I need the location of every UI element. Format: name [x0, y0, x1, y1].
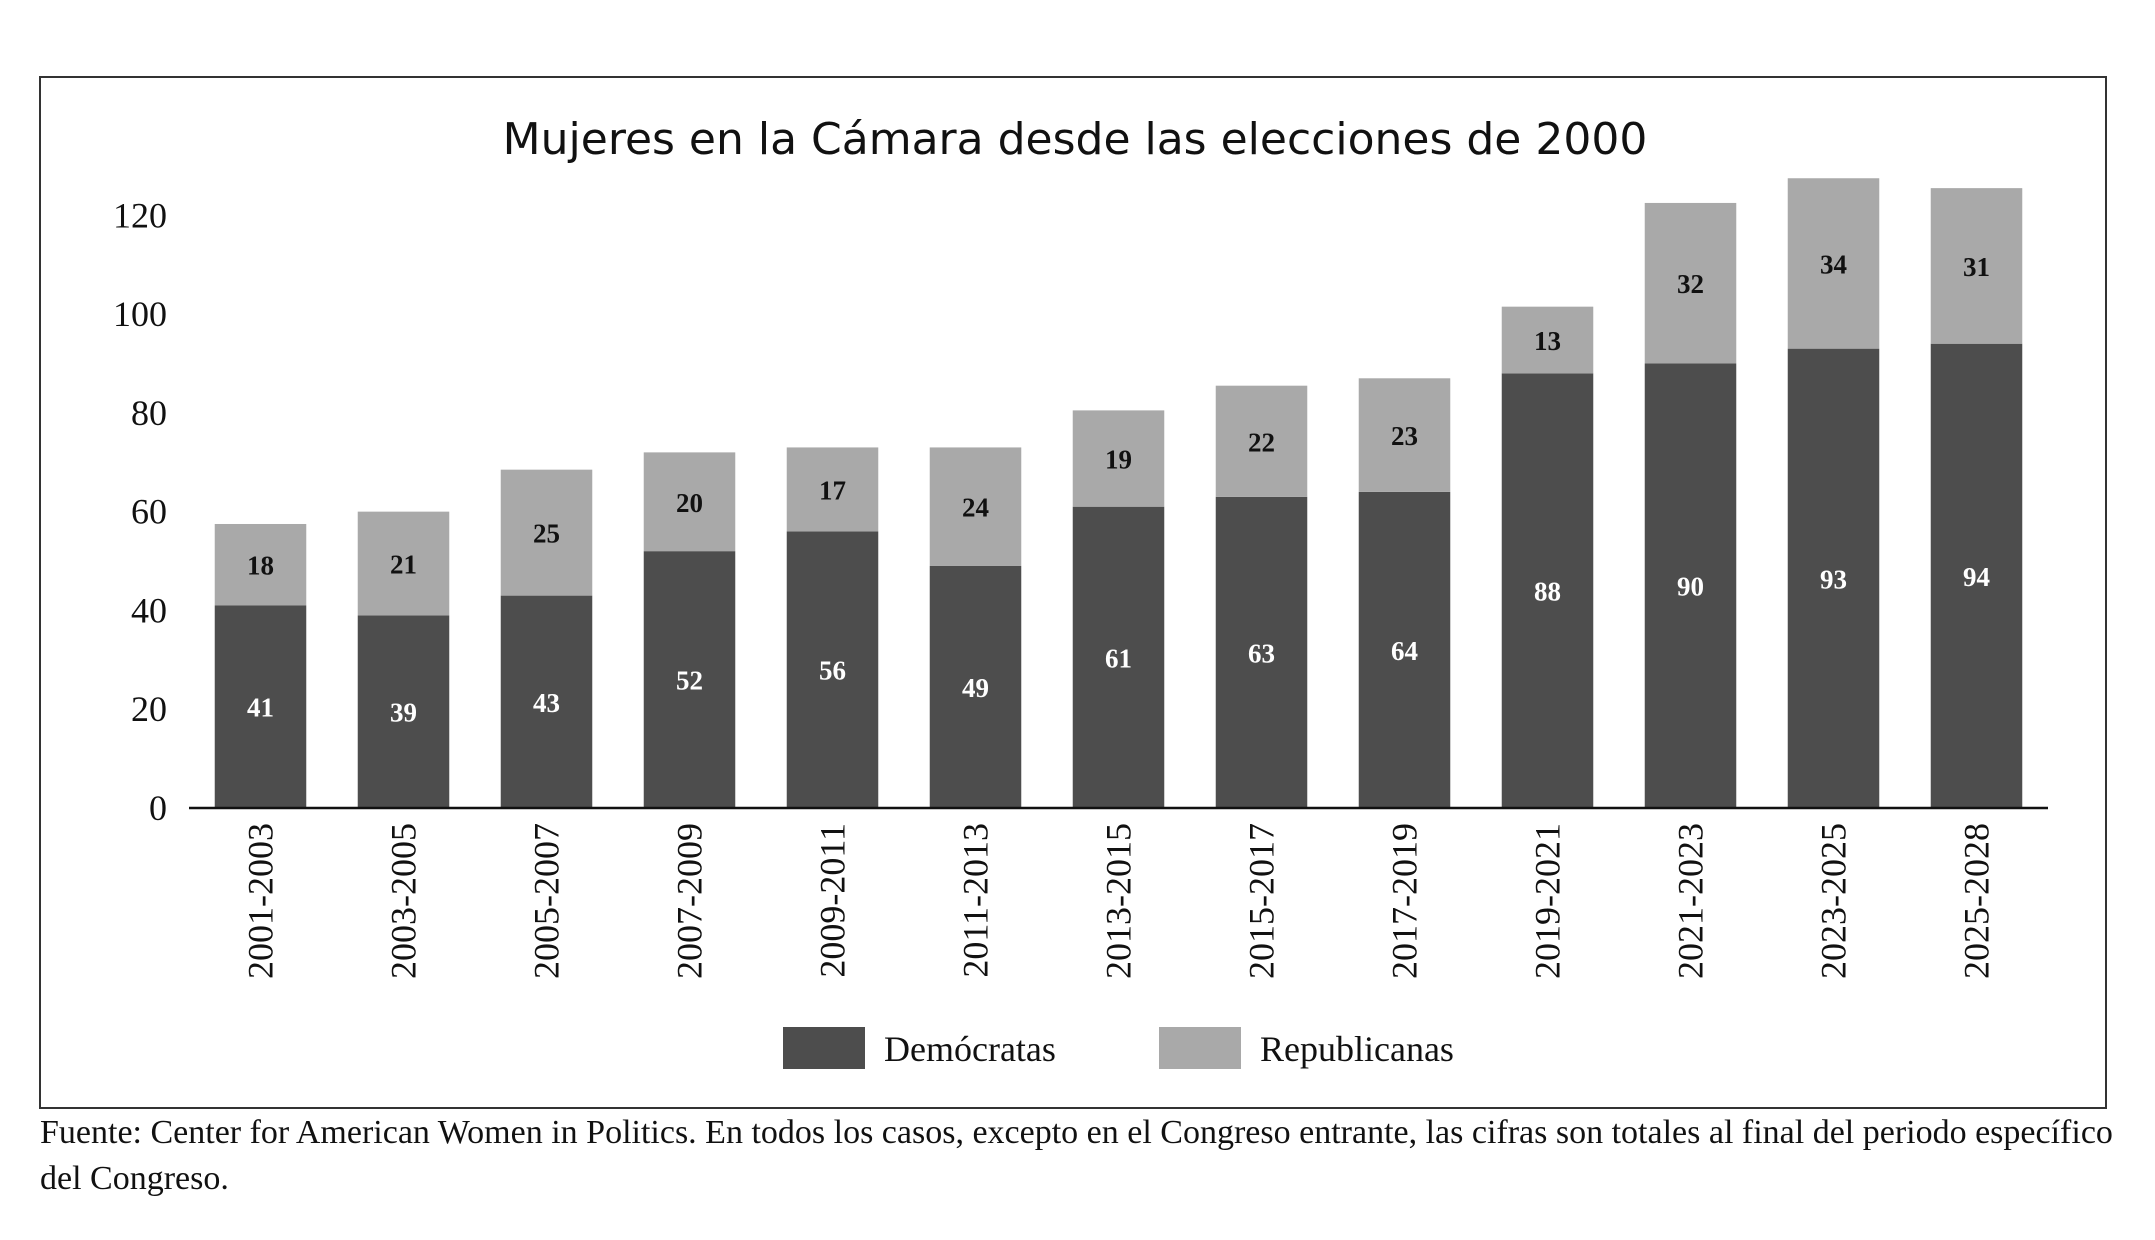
y-tick-label: 120: [113, 195, 167, 235]
bar-republicanas: [1072, 410, 1165, 507]
x-category-label: 2007-2009: [670, 823, 710, 979]
value-label-democratas: 61: [1105, 643, 1132, 673]
x-category-label: 2001-2003: [241, 823, 281, 979]
bar-democratas: [1787, 348, 1880, 808]
bar-republicanas: [1501, 306, 1594, 374]
bar-republicanas: [786, 447, 879, 532]
bar-democratas: [214, 605, 307, 808]
value-label-republicanas: 34: [1820, 249, 1847, 279]
value-label-democratas: 56: [819, 656, 846, 686]
y-tick-label: 80: [131, 393, 167, 433]
y-tick-label: 40: [131, 590, 167, 630]
bar-democratas: [357, 615, 450, 808]
value-label-democratas: 41: [247, 693, 274, 723]
bar-democratas: [1358, 491, 1451, 808]
source-note: Fuente: Center for American Women in Pol…: [40, 1114, 2113, 1197]
value-label-democratas: 63: [1248, 638, 1275, 668]
bar-republicanas: [643, 452, 736, 552]
bar-republicanas: [1787, 178, 1880, 349]
x-category-label: 2015-2017: [1242, 823, 1282, 979]
bar-republicanas: [214, 523, 307, 606]
value-label-republicanas: 22: [1248, 427, 1275, 457]
x-category-label: 2021-2023: [1671, 823, 1711, 979]
value-label-republicanas: 24: [962, 493, 989, 523]
x-category-label: 2009-2011: [813, 823, 853, 978]
y-axis-ticks: 0 20 40 60 80 100 120: [113, 195, 167, 828]
legend-label-republicanas: Republicanas: [1260, 1029, 1454, 1069]
value-label-democratas: 49: [962, 673, 989, 703]
x-category-label: 2023-2025: [1814, 823, 1854, 979]
bar-democratas: [1930, 343, 2023, 808]
value-label-republicanas: 31: [1963, 252, 1990, 282]
bar-democratas: [1072, 506, 1165, 808]
chart-title: Mujeres en la Cámara desde las eleccione…: [503, 114, 1648, 165]
bar-democratas: [500, 595, 593, 808]
value-label-republicanas: 19: [1105, 445, 1132, 475]
value-label-republicanas: 32: [1677, 269, 1704, 299]
value-label-democratas: 94: [1963, 562, 1990, 592]
y-tick-label: 60: [131, 492, 167, 532]
x-category-label: 2017-2019: [1385, 823, 1425, 979]
value-label-republicanas: 23: [1391, 421, 1418, 451]
bar-democratas: [1501, 373, 1594, 808]
y-tick-label: 20: [131, 689, 167, 729]
x-category-label: 2013-2015: [1099, 823, 1139, 979]
bar-republicanas: [1358, 378, 1451, 492]
value-label-democratas: 52: [676, 666, 703, 696]
legend-label-democratas: Demócratas: [884, 1029, 1056, 1069]
value-label-republicanas: 13: [1534, 326, 1561, 356]
bar-republicanas: [357, 511, 450, 616]
legend-swatch-republicanas: [1159, 1027, 1241, 1069]
bar-democratas: [786, 531, 879, 808]
value-label-republicanas: 21: [390, 550, 417, 580]
bar-democratas: [1644, 363, 1737, 808]
y-tick-label: 100: [113, 294, 167, 334]
bar-democratas: [1215, 496, 1308, 808]
value-label-republicanas: 18: [247, 551, 274, 581]
bar-republicanas: [1930, 188, 2023, 344]
x-category-label: 2005-2007: [527, 823, 567, 979]
value-label-republicanas: 20: [676, 488, 703, 518]
bar-group: [214, 178, 2023, 808]
bar-democratas: [929, 565, 1022, 808]
value-label-republicanas: 25: [533, 519, 560, 549]
value-label-democratas: 39: [390, 698, 417, 728]
bar-republicanas: [500, 469, 593, 596]
value-label-democratas: 93: [1820, 564, 1847, 594]
value-label-democratas: 88: [1534, 577, 1561, 607]
bar-democratas: [643, 551, 736, 808]
chart-legend: Demócratas Republicanas: [783, 1027, 1454, 1069]
value-label-republicanas: 17: [819, 475, 846, 505]
bar-republicanas: [929, 447, 1022, 566]
x-category-label: 2011-2013: [956, 823, 996, 978]
x-category-label: 2025-2028: [1957, 823, 1997, 979]
x-category-label: 2019-2021: [1528, 823, 1568, 979]
value-label-democratas: 64: [1391, 636, 1418, 666]
value-label-group: 41 18 39 21 43 25 52 20 56 17 49 24 61 19 63 22 64 23 88 13…: [247, 249, 1990, 727]
category-label-group: 2001-2003 2003-2005 2005-2007 2007-2009 2009…: [241, 823, 1997, 979]
bar-republicanas: [1215, 385, 1308, 497]
value-label-democratas: 43: [533, 688, 560, 718]
value-label-democratas: 90: [1677, 572, 1704, 602]
legend-swatch-democratas: [783, 1027, 865, 1069]
bar-republicanas: [1644, 202, 1737, 364]
x-category-label: 2003-2005: [384, 823, 424, 979]
y-tick-label: 0: [149, 788, 167, 828]
